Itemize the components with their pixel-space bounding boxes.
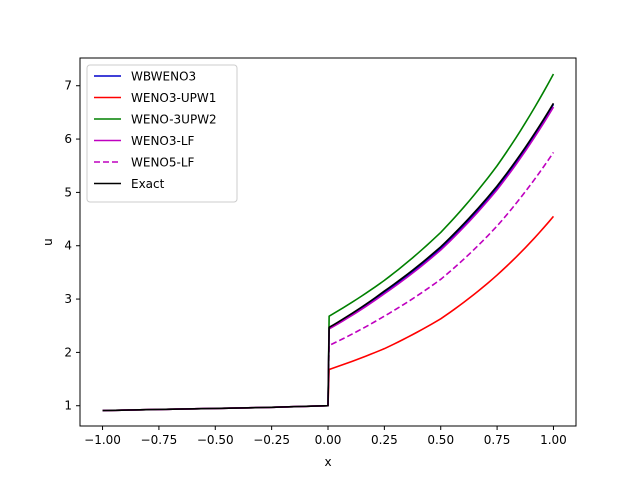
x-tick-label: 0.00 — [315, 433, 342, 447]
y-tick-label: 5 — [64, 185, 72, 199]
legend-label: WENO3-UPW1 — [131, 91, 216, 105]
y-tick-label: 6 — [64, 132, 72, 146]
legend-label: WENO3-LF — [131, 134, 195, 148]
legend: WBWENO3 WENO3-UPW1 WENO-3UPW2 WENO3-LF WENO5… — [86, 64, 238, 203]
series-line-weno3-lf — [102, 106, 555, 412]
y-tick-label: 4 — [64, 239, 72, 253]
series-line-weno5-lf — [102, 151, 555, 412]
legend-label: WBWENO3 — [131, 70, 196, 84]
series-line-exact — [102, 102, 555, 412]
x-tick-label: −1.00 — [84, 433, 121, 447]
x-axis: −1.00 −0.75 −0.50 −0.25 0.00 0.25 0.50 0.75 1.00 — [84, 426, 567, 447]
x-tick-label: 0.75 — [484, 433, 511, 447]
y-axis-label: u — [41, 238, 55, 246]
series-line-weno3-upw1 — [102, 215, 555, 412]
y-axis: 1 2 3 4 5 6 7 — [64, 79, 80, 413]
y-tick-label: 1 — [64, 399, 72, 413]
series-line-weno-3upw2 — [102, 73, 555, 412]
x-tick-label: 1.00 — [540, 433, 567, 447]
x-tick-label: −0.75 — [141, 433, 178, 447]
x-tick-label: 0.50 — [427, 433, 454, 447]
axes-frame — [79, 57, 577, 427]
x-tick-label: −0.50 — [197, 433, 234, 447]
series-group — [102, 73, 555, 412]
legend-label: WENO5-LF — [131, 156, 195, 170]
y-tick-label: 2 — [64, 345, 72, 359]
x-tick-label: 0.25 — [371, 433, 398, 447]
x-axis-label: x — [324, 455, 331, 469]
legend-label: WENO-3UPW2 — [131, 113, 217, 127]
legend-box — [86, 64, 238, 203]
legend-label: Exact — [131, 177, 165, 191]
y-tick-label: 3 — [64, 292, 72, 306]
y-tick-label: 7 — [64, 79, 72, 93]
x-tick-label: −0.25 — [253, 433, 290, 447]
